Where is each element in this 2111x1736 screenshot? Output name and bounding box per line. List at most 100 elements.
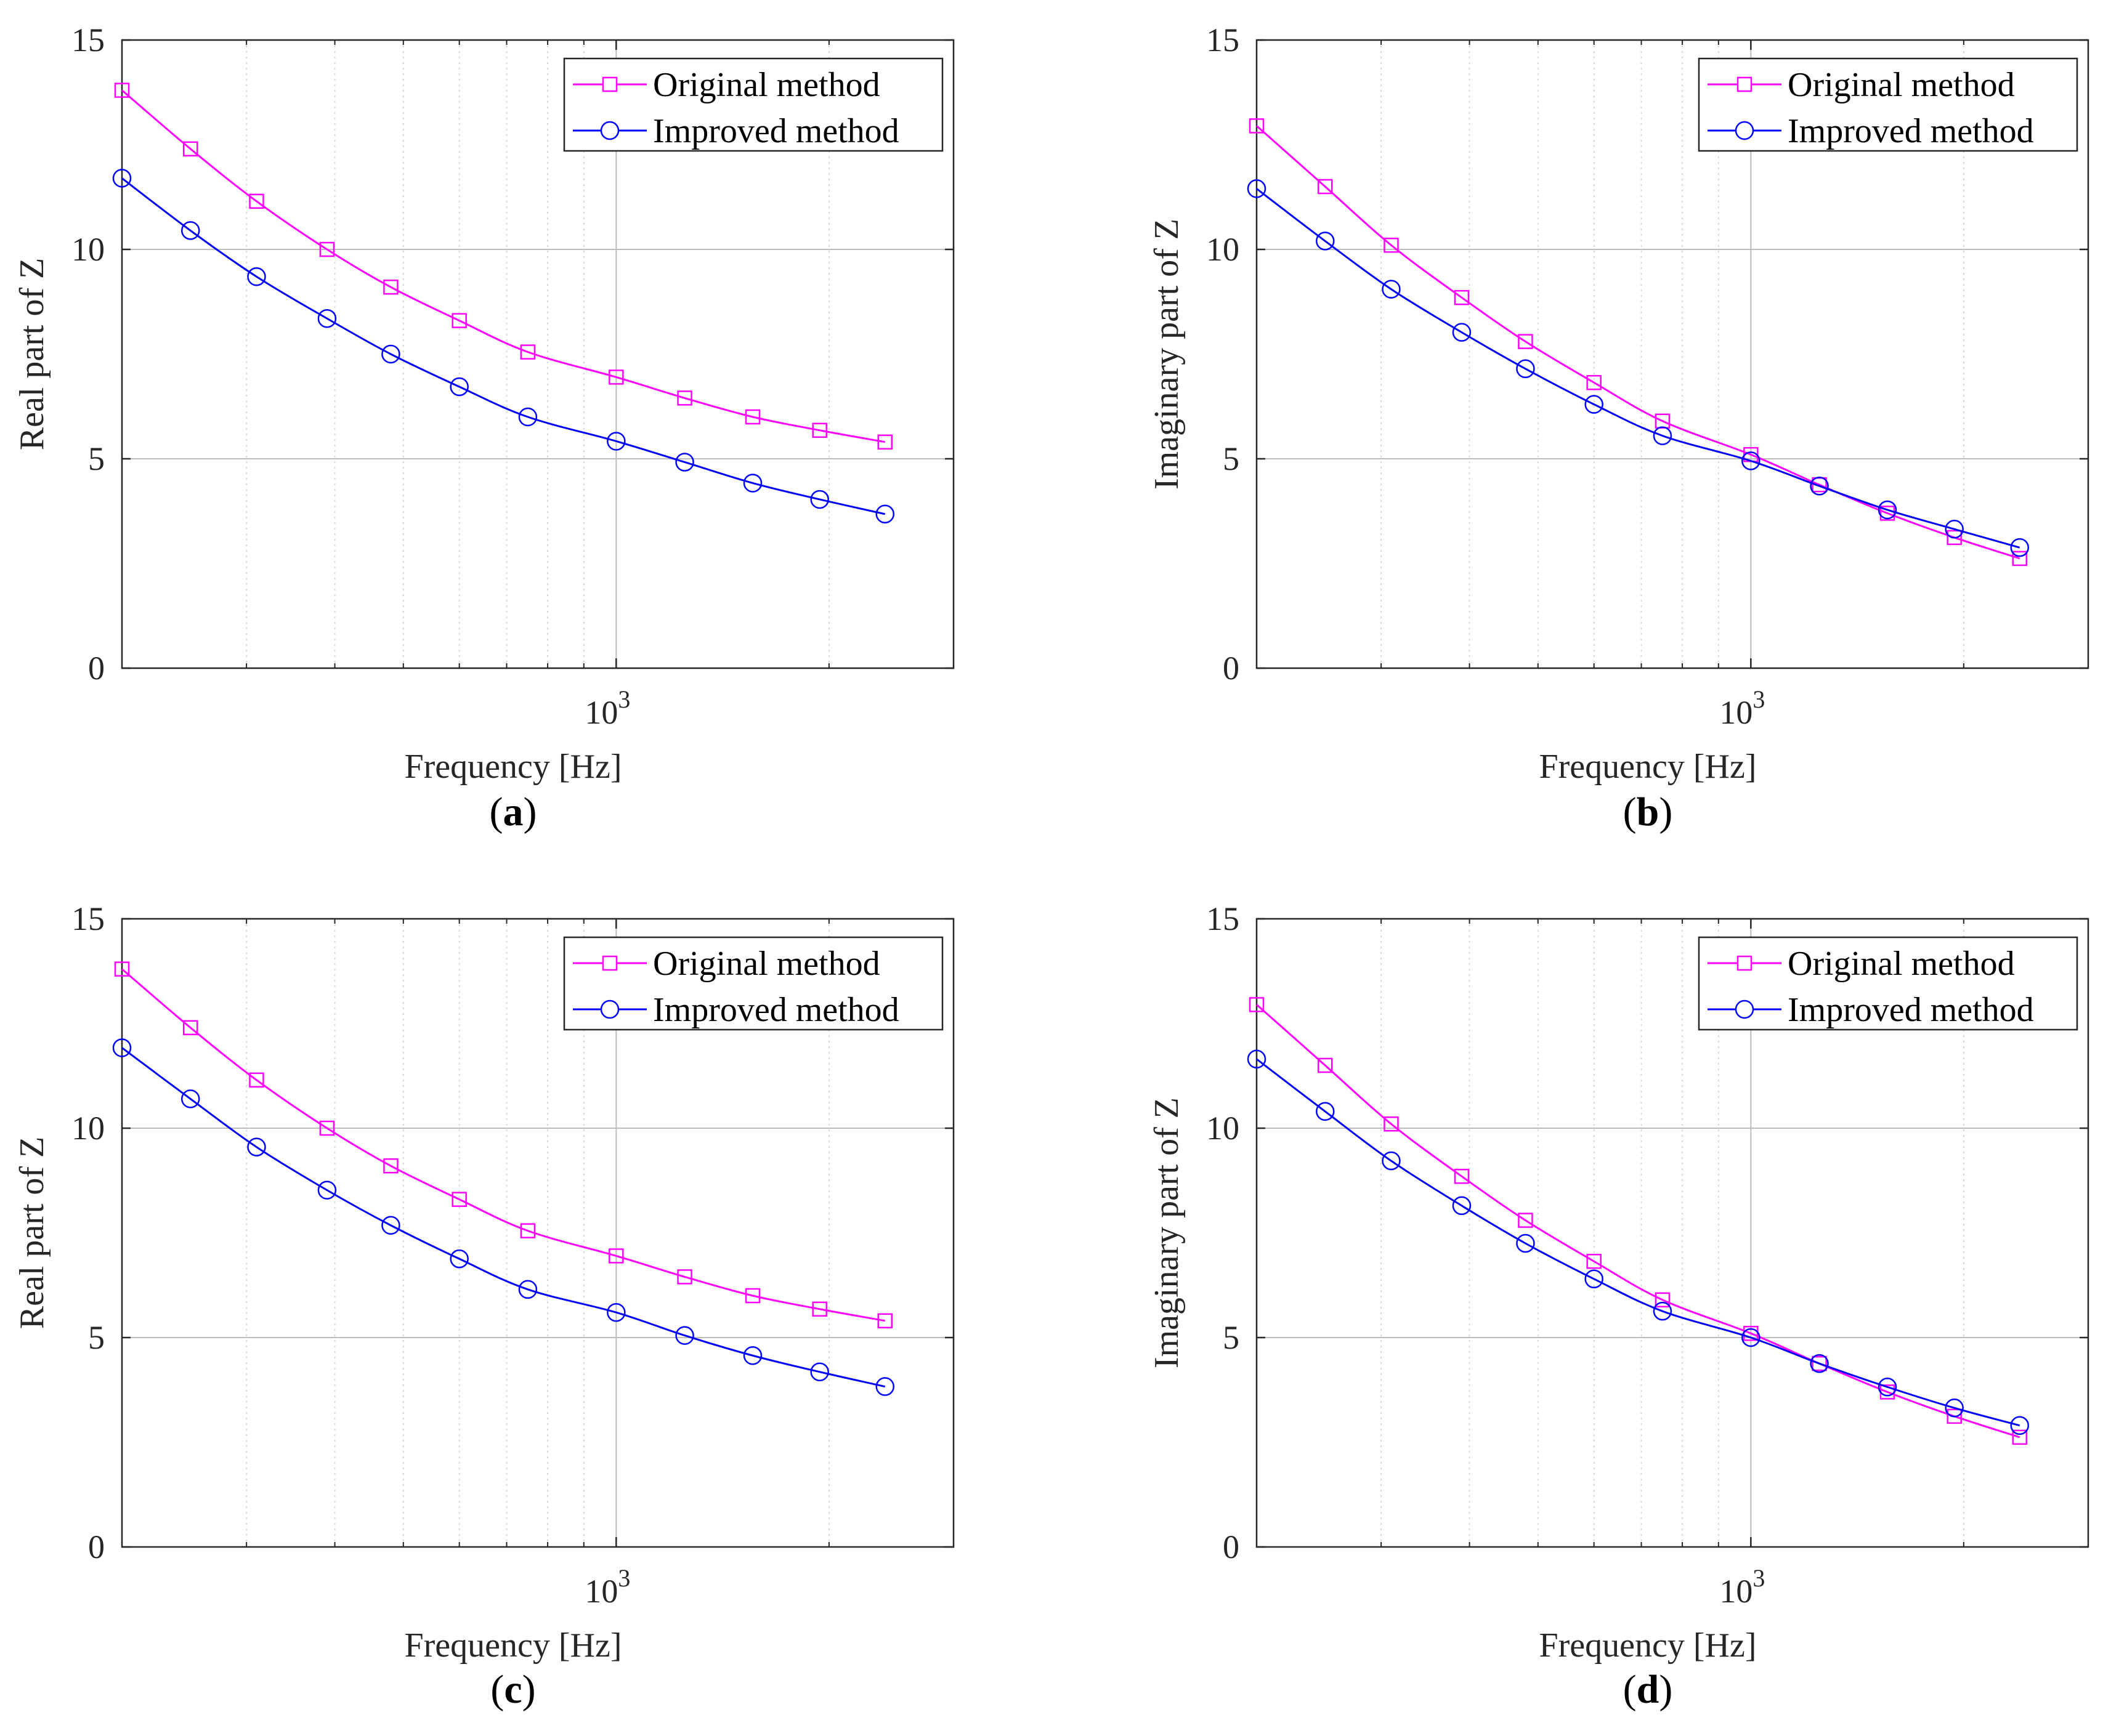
data-point-improved: [607, 1302, 626, 1322]
axes-box: [1255, 39, 2089, 669]
panel-label-paren: (: [490, 1667, 504, 1712]
legend-marker-circle: [1735, 999, 1754, 1019]
legend: Original method Improved method: [563, 57, 944, 152]
data-point-original: [677, 390, 692, 406]
panel-label-letter: c: [504, 1667, 522, 1712]
y-tick-label: 5: [88, 440, 105, 477]
series-line-improved: [1256, 188, 2020, 549]
data-point-original: [609, 369, 624, 385]
data-point-original: [2012, 551, 2028, 567]
y-tick-label: 5: [1223, 1319, 1239, 1356]
y-tick-label: 0: [88, 1528, 105, 1565]
data-point-improved: [247, 267, 266, 286]
legend-label: Original method: [653, 66, 880, 104]
y-axis-label: Imaginary part of Z: [1148, 219, 1186, 490]
data-point-original: [745, 1288, 761, 1304]
legend-label: Improved method: [653, 991, 899, 1029]
y-tick-label: 0: [88, 650, 105, 687]
y-tick-label: 0: [1223, 650, 1239, 687]
y-axis-label: Real part of Z: [13, 1137, 51, 1330]
data-point-original: [114, 83, 130, 98]
panel-label-paren: ): [522, 1667, 536, 1712]
data-point-improved: [1584, 395, 1603, 414]
data-point-original: [1947, 1408, 1962, 1424]
data-point-improved: [810, 490, 829, 509]
legend-label: Original method: [1788, 945, 2015, 983]
data-point-improved: [810, 1362, 829, 1382]
series-line-improved: [121, 177, 886, 515]
axes-box: [121, 39, 955, 669]
panel-label-paren: ): [1659, 1667, 1672, 1712]
data-point-improved: [875, 1377, 895, 1396]
data-point-improved: [317, 1181, 337, 1200]
series-line-original: [1256, 125, 2020, 560]
data-point-original: [1518, 334, 1533, 349]
data-point-improved: [1584, 1269, 1603, 1289]
y-tick-label: 15: [1206, 22, 1239, 59]
y-axis-label: Imaginary part of Z: [1148, 1097, 1186, 1368]
data-point-original: [383, 1158, 399, 1174]
panel-label: (c): [490, 1667, 535, 1712]
legend: Original method Improved method: [563, 936, 944, 1031]
y-tick-label: 5: [1223, 440, 1239, 477]
data-point-improved: [1653, 426, 1672, 445]
legend-label: Original method: [1788, 66, 2015, 104]
data-point-original: [452, 1192, 467, 1207]
data-point-improved: [1382, 1151, 1401, 1171]
data-point-improved: [180, 221, 200, 240]
legend-box: [563, 936, 944, 1031]
x-tick-label: 103: [1719, 1564, 1765, 1610]
data-point-original: [812, 1301, 827, 1317]
y-tick-label: 15: [71, 900, 105, 937]
data-point-improved: [1315, 232, 1335, 251]
panel-label-paren: (: [1623, 1667, 1637, 1712]
data-point-original: [745, 409, 761, 425]
data-point-original: [877, 1313, 893, 1329]
data-point-original: [1655, 1292, 1671, 1308]
data-point-original: [520, 1223, 536, 1238]
y-axis-label: Real part of Z: [13, 258, 51, 451]
x-tick-label: 103: [585, 685, 630, 731]
legend-marker-circle: [1735, 121, 1754, 140]
x-tick-base: 10: [1719, 1573, 1752, 1610]
series-line-original: [121, 89, 886, 443]
x-tick-label: 103: [585, 1564, 630, 1610]
data-point-improved: [2010, 1416, 2030, 1435]
data-point-original: [1317, 179, 1333, 195]
data-point-improved: [317, 309, 337, 328]
y-tick-label: 15: [1206, 900, 1239, 937]
data-point-improved: [1516, 359, 1535, 379]
data-point-improved: [381, 1216, 400, 1235]
data-point-original: [677, 1269, 692, 1285]
panel-label-paren: ): [1659, 789, 1672, 834]
data-point-improved: [112, 169, 132, 188]
data-point-original: [1812, 1355, 1827, 1371]
panel-label-paren: ): [524, 789, 537, 834]
legend-label: Improved method: [1788, 991, 2034, 1029]
panel-label-paren: (: [1623, 789, 1637, 834]
legend-box: [1698, 57, 2078, 152]
data-point-original: [182, 1020, 198, 1036]
data-point-improved: [1315, 1102, 1335, 1121]
data-point-original: [1586, 374, 1602, 390]
data-point-original: [1454, 1168, 1470, 1184]
x-axis-label: Frequency [Hz]: [405, 1626, 622, 1665]
data-point-improved: [1382, 280, 1401, 299]
data-point-original: [1249, 118, 1265, 134]
panel-label: (a): [490, 789, 537, 834]
panel-label: (d): [1623, 1667, 1673, 1712]
data-point-improved: [743, 474, 763, 493]
x-tick-exponent: 3: [618, 1564, 630, 1592]
data-point-improved: [1452, 323, 1472, 342]
data-point-original: [1384, 1116, 1399, 1132]
x-tick-base: 10: [1719, 694, 1752, 731]
series-line-original: [1256, 1004, 2020, 1439]
data-point-improved: [1653, 1301, 1672, 1321]
data-point-original: [1518, 1213, 1533, 1228]
data-point-improved: [875, 504, 895, 524]
y-tick-label: 0: [1223, 1528, 1239, 1565]
data-point-improved: [1810, 1354, 1829, 1373]
